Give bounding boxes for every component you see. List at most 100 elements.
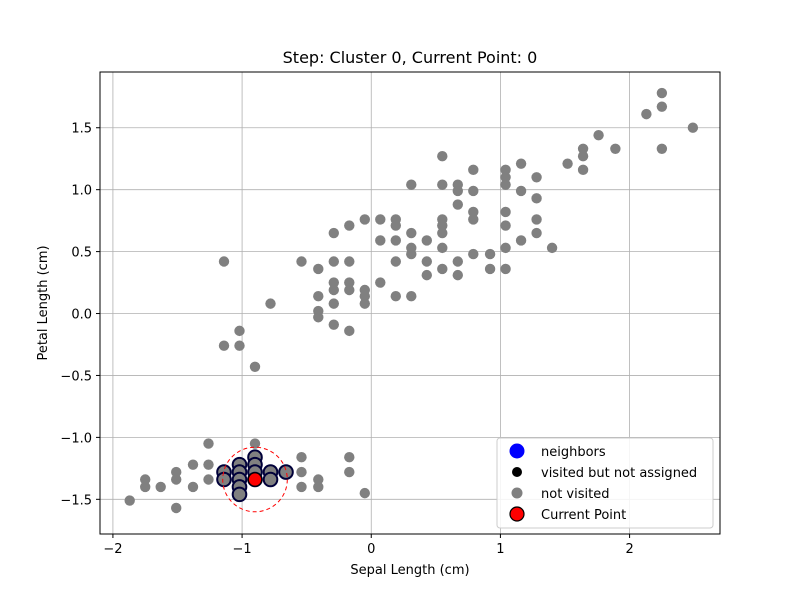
- y-tick-label: −0.5: [60, 369, 92, 384]
- legend-label: not visited: [541, 487, 609, 502]
- not-visited-point: [421, 235, 432, 246]
- not-visited-point: [577, 143, 589, 154]
- not-visited-point: [328, 319, 339, 330]
- not-visited-point: [313, 312, 324, 323]
- legend-label: Current Point: [541, 508, 626, 523]
- not-visited-point: [406, 227, 417, 239]
- not-visited-point: [140, 474, 151, 485]
- not-visited-point: [344, 325, 355, 337]
- not-visited-point: [187, 459, 199, 470]
- not-visited-point: [155, 481, 166, 493]
- legend-box: [496, 437, 714, 529]
- not-visited-point: [375, 235, 386, 246]
- y-tick-label: 1.0: [71, 184, 92, 199]
- data-points: [124, 87, 699, 514]
- not-visited-point: [468, 185, 479, 197]
- not-visited-point: [296, 481, 307, 493]
- not-visited-point: [171, 502, 182, 514]
- not-visited-point: [421, 269, 432, 281]
- not-visited-point: [344, 277, 355, 288]
- not-visited-point: [124, 495, 135, 506]
- not-visited-point: [452, 185, 463, 197]
- not-visited-point: [452, 269, 463, 281]
- not-visited-point: [171, 474, 182, 485]
- not-visited-point: [500, 220, 511, 231]
- not-visited-point: [500, 164, 511, 176]
- x-tick-label: −2: [103, 542, 122, 557]
- not-visited-point: [468, 214, 479, 225]
- not-visited-point: [593, 129, 604, 141]
- not-visited-point: [515, 185, 527, 197]
- not-visited-point: [500, 206, 511, 218]
- not-visited-point: [390, 290, 401, 302]
- not-visited-point: [249, 361, 261, 372]
- y-tick-label: −1.0: [60, 431, 92, 446]
- axis-ticks: −2 −1 0 1 2 −1.5 −1.0 −0.5 0.0 0.5 1.0 1.5: [60, 122, 633, 557]
- not-visited-point: [484, 248, 496, 260]
- not-visited-point: [328, 298, 339, 309]
- not-visited-point: [344, 466, 355, 478]
- not-visited-point: [313, 481, 324, 493]
- x-tick-label: 2: [625, 542, 633, 557]
- not-visited-point: [515, 235, 527, 246]
- not-visited-point: [296, 256, 307, 267]
- x-axis-label: Sepal Length (cm): [350, 563, 469, 578]
- not-visited-point: [656, 143, 668, 154]
- not-visited-point: [359, 214, 370, 225]
- legend-marker-current: [509, 506, 525, 522]
- not-visited-point: [296, 452, 307, 463]
- y-tick-label: 0.0: [71, 308, 92, 323]
- current-point: [247, 472, 263, 487]
- not-visited-point: [531, 193, 542, 204]
- not-visited-point: [390, 220, 401, 231]
- neighbor-radius-circle: [222, 446, 288, 513]
- not-visited-point: [437, 179, 448, 190]
- not-visited-point: [656, 101, 668, 112]
- not-visited-point: [328, 227, 339, 239]
- not-visited-point: [562, 158, 573, 169]
- x-tick-label: 1: [496, 542, 504, 557]
- not-visited-point: [546, 242, 558, 254]
- not-visited-point: [203, 474, 214, 485]
- not-visited-point: [171, 466, 182, 478]
- not-visited-point: [437, 220, 448, 231]
- not-visited-point: [296, 466, 307, 478]
- not-visited-point: [531, 214, 542, 225]
- legend-marker-not-visited: [511, 487, 523, 499]
- not-visited-point: [344, 220, 355, 231]
- not-visited-point: [468, 164, 479, 176]
- y-axis-label: Petal Length (cm): [36, 245, 51, 360]
- not-visited-point: [531, 172, 542, 183]
- not-visited-point: [203, 459, 214, 470]
- not-visited-point: [500, 172, 511, 183]
- neighbor-point: [262, 471, 279, 488]
- not-visited-point: [500, 263, 511, 275]
- chart-title: Step: Cluster 0, Current Point: 0: [283, 48, 538, 67]
- not-visited-point: [437, 263, 448, 275]
- not-visited-point: [313, 474, 324, 485]
- not-visited-point: [344, 284, 355, 296]
- not-visited-point: [375, 277, 386, 288]
- not-visited-point: [313, 290, 324, 302]
- not-visited-point: [359, 487, 370, 499]
- not-visited-point: [140, 481, 151, 493]
- not-visited-point: [328, 277, 339, 288]
- legend: neighbors visited but not assigned not vis…: [496, 437, 714, 529]
- not-visited-point: [437, 242, 448, 254]
- not-visited-point: [234, 325, 245, 337]
- not-visited-point: [344, 452, 355, 463]
- not-visited-point: [452, 199, 463, 210]
- neighbor-point: [278, 464, 294, 480]
- not-visited-point: [531, 227, 542, 239]
- legend-marker-visited: [512, 467, 522, 477]
- not-visited-point: [218, 340, 230, 351]
- not-visited-point: [484, 263, 496, 275]
- x-tick-label: −1: [232, 542, 251, 557]
- not-visited-point: [421, 256, 432, 267]
- not-visited-point: [406, 290, 417, 302]
- not-visited-point: [687, 122, 699, 133]
- legend-marker-neighbors: [509, 443, 525, 459]
- not-visited-point: [249, 438, 261, 449]
- not-visited-point: [656, 87, 668, 99]
- not-visited-point: [390, 235, 401, 246]
